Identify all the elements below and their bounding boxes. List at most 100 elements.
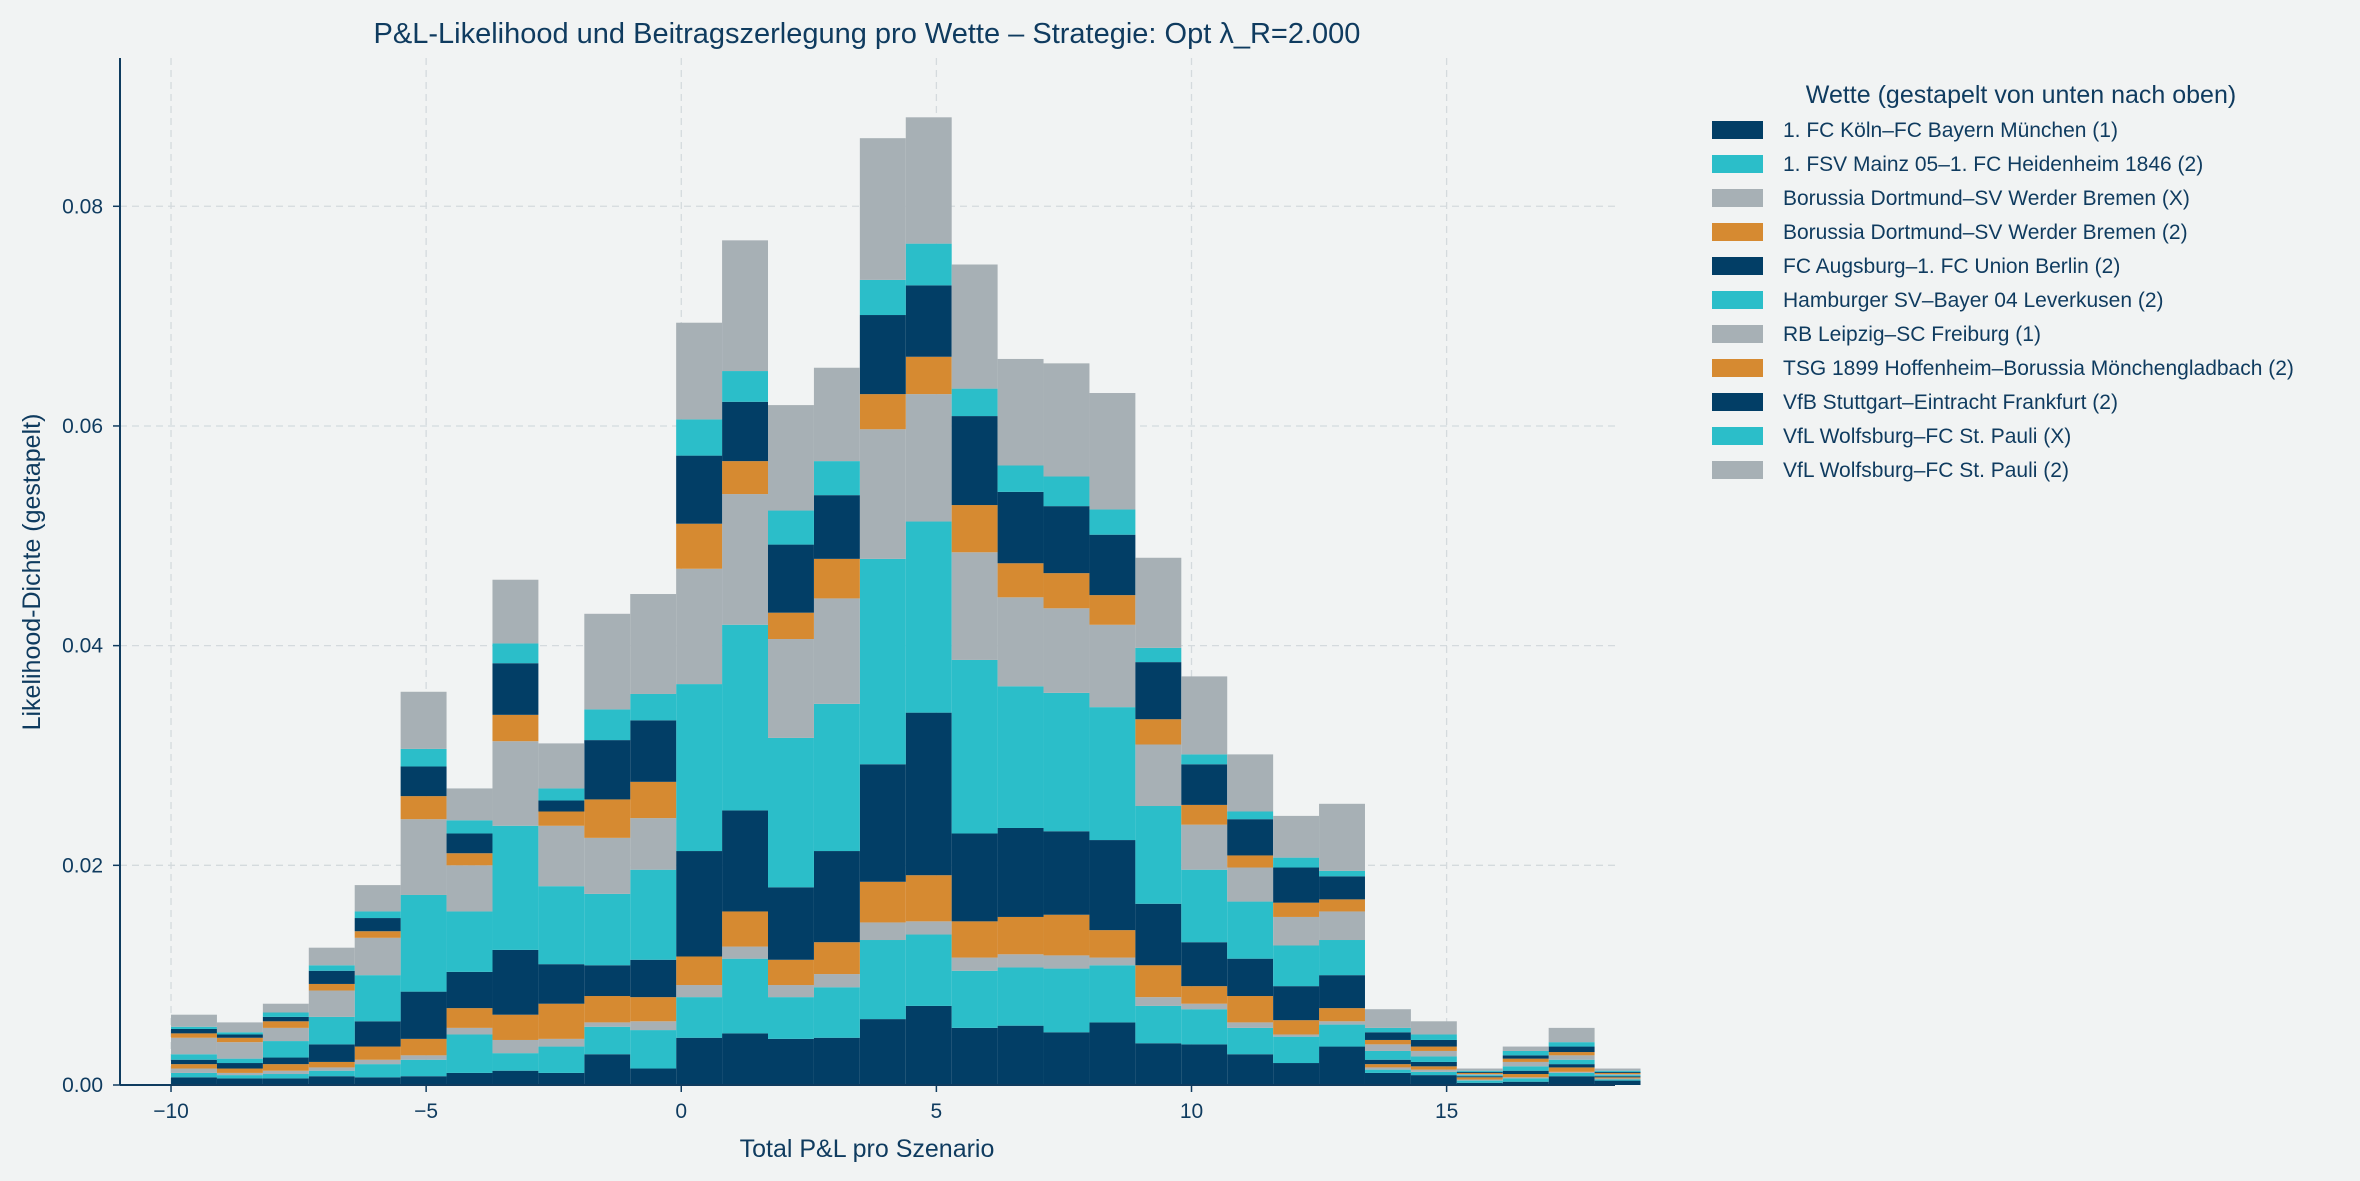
bar-s7-b26 <box>1364 1039 1411 1045</box>
bar-s10-b13 <box>768 405 814 511</box>
bar-s3-b5 <box>400 1038 447 1056</box>
bar-s4-b12 <box>722 810 769 912</box>
bar-s7-b31 <box>1594 1072 1641 1075</box>
bar-s2-b15 <box>859 922 906 941</box>
legend-swatch-1 <box>1712 155 1763 173</box>
bar-s10-b8 <box>538 743 585 789</box>
bar-s5-b2 <box>262 1041 309 1058</box>
bar-s1-b11 <box>676 997 723 1038</box>
bar-s6-b7 <box>492 741 539 826</box>
bar-s5-b4 <box>354 975 401 1022</box>
bar-s5-b17 <box>951 659 998 834</box>
bar-s0-b25 <box>1319 1046 1365 1085</box>
bar-s10-b29 <box>1502 1046 1549 1051</box>
x-tick-label-5: 15 <box>1435 1100 1458 1123</box>
bar-s9-b12 <box>722 371 769 402</box>
bar-s4-b0 <box>171 1059 217 1065</box>
bar-s1-b18 <box>997 967 1044 1026</box>
bar-s6-b1 <box>216 1042 263 1059</box>
bar-s6-b17 <box>951 552 998 660</box>
bar-s8-b22 <box>1181 764 1228 805</box>
bar-s4-b10 <box>630 959 677 998</box>
bar-s6-b28 <box>1456 1074 1503 1076</box>
bar-s2-b19 <box>1043 955 1090 969</box>
bar-s1-b29 <box>1502 1078 1549 1082</box>
bar-s3-b17 <box>951 921 998 958</box>
y-axis-label: Likelihood-Dichte (gestapelt) <box>18 414 46 731</box>
bar-s7-b18 <box>997 563 1044 598</box>
bar-s0-b0 <box>171 1077 217 1085</box>
bar-s4-b26 <box>1364 1059 1411 1065</box>
bar-s3-b13 <box>768 959 814 986</box>
bar-s8-b13 <box>768 544 814 613</box>
legend-label-2: Borussia Dortmund–SV Werder Bremen (X) <box>1783 187 2190 210</box>
bar-s3-b19 <box>1043 914 1090 956</box>
bar-s5-b0 <box>171 1054 217 1060</box>
bar-s6-b3 <box>308 990 355 1017</box>
y-tick-label-4: 0.08 <box>62 195 103 218</box>
bar-s7-b25 <box>1319 899 1365 912</box>
bar-s3-b20 <box>1089 930 1136 958</box>
bar-s0-b31 <box>1594 1080 1641 1085</box>
bar-s9-b6 <box>446 820 493 834</box>
bar-s0-b28 <box>1456 1082 1503 1085</box>
legend-label-5: Hamburger SV–Bayer 04 Leverkusen (2) <box>1783 289 2164 312</box>
bar-s6-b26 <box>1364 1044 1411 1051</box>
bar-s10-b18 <box>997 358 1044 466</box>
bar-s8-b14 <box>813 495 860 559</box>
bar-s4-b20 <box>1089 840 1136 931</box>
bar-s1-b25 <box>1319 1024 1365 1047</box>
bar-s5-b11 <box>676 684 723 852</box>
bar-s1-b22 <box>1181 1009 1228 1045</box>
bar-s9-b8 <box>538 788 585 801</box>
bar-s0-b5 <box>400 1076 447 1085</box>
legend-title: Wette (gestapelt von unten nach oben) <box>1806 81 2236 109</box>
bar-s10-b6 <box>446 788 493 821</box>
bar-s1-b6 <box>446 1034 493 1073</box>
x-tick-label-4: 10 <box>1180 1100 1203 1123</box>
bar-s8-b24 <box>1273 867 1320 903</box>
bar-s0-b7 <box>492 1070 539 1085</box>
bar-s1-b13 <box>768 997 814 1039</box>
bar-s0-b21 <box>1135 1043 1182 1085</box>
bar-s6-b2 <box>262 1027 309 1042</box>
bar-s10-b12 <box>722 240 769 372</box>
bar-s9-b11 <box>676 419 723 456</box>
legend-swatch-7 <box>1712 359 1763 377</box>
bar-s5-b13 <box>768 737 814 888</box>
bar-s4-b2 <box>262 1057 309 1065</box>
x-tick-label-2: 0 <box>675 1100 687 1123</box>
bar-s0-b11 <box>676 1037 723 1085</box>
bar-s10-b10 <box>630 594 677 694</box>
bar-s4-b1 <box>216 1063 263 1069</box>
bar-s4-b31 <box>1594 1076 1641 1078</box>
bar-s9-b28 <box>1456 1070 1503 1072</box>
bar-s10-b21 <box>1135 557 1182 648</box>
bar-s9-b14 <box>813 461 860 496</box>
bar-s1-b30 <box>1548 1072 1595 1077</box>
bar-s5-b7 <box>492 825 539 950</box>
bar-s1-b16 <box>905 934 952 1006</box>
bar-s10-b28 <box>1456 1068 1503 1071</box>
chart-title: P&L-Likelihood und Beitragszerlegung pro… <box>374 18 1361 50</box>
bar-s9-b16 <box>905 243 952 286</box>
bar-s2-b4 <box>354 1059 401 1065</box>
legend-swatch-4 <box>1712 257 1763 275</box>
bar-s8-b16 <box>905 285 952 357</box>
bar-s7-b2 <box>262 1021 309 1028</box>
bar-s4-b16 <box>905 712 952 876</box>
bar-s4-b25 <box>1319 975 1365 1009</box>
bar-s2-b16 <box>905 921 952 935</box>
bar-s2-b6 <box>446 1027 493 1035</box>
bar-s1-b4 <box>354 1064 401 1078</box>
bar-s8-b17 <box>951 416 998 506</box>
bar-s5-b20 <box>1089 707 1136 841</box>
bar-s4-b5 <box>400 991 447 1039</box>
bar-s9-b3 <box>308 965 355 971</box>
bar-s4-b30 <box>1548 1064 1595 1068</box>
bar-s2-b20 <box>1089 957 1136 966</box>
bar-s10-b0 <box>171 1014 217 1027</box>
bar-s3-b6 <box>446 1008 493 1028</box>
bar-s5-b10 <box>630 869 677 960</box>
bar-s8-b9 <box>584 740 631 800</box>
